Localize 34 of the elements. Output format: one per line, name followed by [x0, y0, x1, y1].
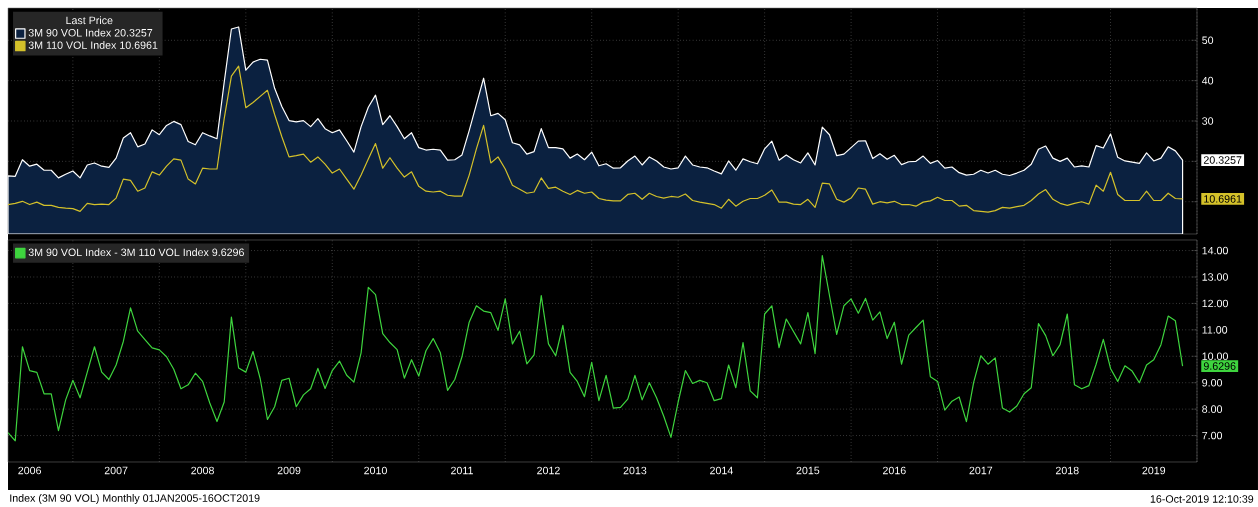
text: Index (3M 90 VOL) Monthly 01JAN2005-16OCT2019	[10, 494, 260, 504]
y-tick-label: 11.00	[1202, 326, 1228, 334]
x-tick-label: 2015	[796, 466, 820, 475]
y-tick-label: 12.00	[1202, 299, 1228, 308]
legend-title: Last Price	[66, 16, 113, 25]
y-tick-label: 14.00	[1202, 246, 1228, 255]
y-tick-label: 13.00	[1202, 273, 1228, 281]
x-tick-label: 2009	[277, 466, 301, 475]
x-tick-label: 2013	[623, 466, 647, 475]
y-tick-label: 40	[1201, 76, 1214, 85]
x-tick-label: 2007	[104, 466, 128, 475]
y-tick-label: 50	[1202, 36, 1214, 45]
x-tick-label: 2012	[537, 466, 560, 475]
y-tick-label: 8.00	[1202, 405, 1223, 413]
annotation: 10.6961	[1204, 195, 1242, 203]
annotation: 9.6296	[1203, 362, 1236, 370]
x-tick-label: 2018	[1055, 466, 1079, 475]
x-tick-label: 2016	[883, 466, 906, 475]
x-tick-label: 2010	[364, 466, 387, 475]
legend-label: 3M 110 VOL Index 10.6961	[28, 41, 158, 49]
x-tick-label: 2014	[710, 466, 733, 475]
x-tick-label: 2006	[18, 466, 42, 475]
x-tick-label: 2008	[191, 466, 214, 475]
legend-label: 3M 90 VOL Index - 3M 110 VOL Index 9.6296	[28, 248, 244, 257]
y-tick-label: 7.00	[1202, 431, 1223, 440]
x-tick-label: 2011	[451, 466, 473, 475]
legend-label: 3M 90 VOL Index 20.3257	[28, 28, 153, 37]
y-tick-label: 9.00	[1202, 378, 1223, 387]
x-tick-label: 2017	[969, 466, 993, 475]
y-tick-label: 30	[1202, 117, 1214, 125]
annotation: 20.3257	[1203, 156, 1242, 164]
y-tick-label: 10.00	[1202, 352, 1228, 361]
x-tick-label: 2019	[1142, 466, 1166, 475]
text: 16-Oct-2019 12:10:39	[1150, 495, 1254, 503]
